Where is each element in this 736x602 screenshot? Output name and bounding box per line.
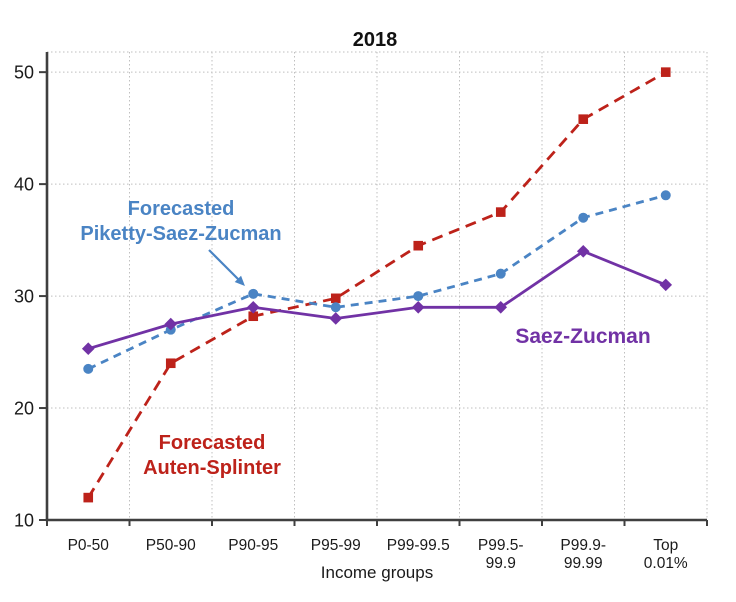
series-line-forecasted-auten-splinter	[87, 70, 667, 499]
y-tick-label: 30	[14, 287, 34, 307]
saez-zucman-label: Saez-Zucman	[515, 325, 650, 348]
marker-square-forecasted-auten-splinter	[413, 240, 424, 251]
marker-circle-forecasted-piketty-saez-zucman	[83, 363, 94, 374]
marker-diamond-saez-zucman	[329, 312, 343, 325]
x-tick-label: P99-99.5	[387, 537, 450, 554]
y-tick-label: 10	[14, 511, 34, 531]
marker-diamond-saez-zucman	[411, 300, 425, 314]
x-tick-label: P99.9-99.99	[560, 537, 606, 572]
marker-diamond-saez-zucman	[164, 317, 178, 331]
marker-circle-forecasted-piketty-saez-zucman	[660, 190, 671, 201]
x-axis-title: Income groups	[321, 563, 433, 582]
marker-circle-forecasted-piketty-saez-zucman	[495, 268, 506, 279]
marker-circle-forecasted-piketty-saez-zucman	[248, 288, 259, 299]
x-tick-label: Top 0.01%	[644, 537, 688, 572]
x-tick-label: P0-50	[68, 537, 110, 554]
grid-layer	[47, 51, 708, 520]
marker-diamond-saez-zucman	[576, 244, 590, 258]
y-tick-label: 50	[14, 63, 34, 83]
marker-circle-forecasted-piketty-saez-zucman	[413, 291, 424, 302]
x-tick-label: P50-90	[146, 537, 196, 554]
marker-square-forecasted-auten-splinter	[83, 492, 94, 503]
marker-diamond-saez-zucman	[81, 342, 95, 355]
marker-square-forecasted-auten-splinter	[330, 293, 341, 304]
marker-diamond-saez-zucman	[494, 300, 508, 314]
marker-circle-forecasted-piketty-saez-zucman	[578, 212, 589, 223]
y-tick-label: 20	[14, 399, 34, 419]
forecasted-piketty-saez-zucman-label: Forecasted Piketty-Saez-Zucman	[80, 198, 281, 245]
series-line-saez-zucman	[87, 249, 667, 351]
marker-square-forecasted-auten-splinter	[248, 311, 259, 322]
marker-square-forecasted-auten-splinter	[578, 114, 589, 124]
forecasted-auten-splinter-label: Forecasted Auten-Splinter	[143, 432, 281, 479]
x-tick-label: P90-95	[228, 537, 278, 554]
marker-diamond-saez-zucman	[659, 278, 673, 292]
marker-square-forecasted-auten-splinter	[660, 67, 671, 77]
axis-layer: 10 20 30 40 50 P0-50 P50-90 P90-95 P95-99 P99-99.…	[14, 52, 708, 572]
y-tick-label: 40	[14, 175, 34, 195]
x-tick-label: P95-99	[311, 537, 361, 554]
annotation-arrow-line	[208, 249, 241, 282]
series-layer	[81, 67, 673, 503]
marker-diamond-saez-zucman	[246, 300, 260, 314]
chart-title: 2018	[353, 29, 398, 51]
annotation-arrowhead-icon	[234, 275, 245, 286]
x-tick-label: P99.5-99.9	[478, 537, 524, 572]
annotation-layer: Forecasted Piketty-Saez-Zucman Forecasted A…	[80, 198, 650, 479]
marker-circle-forecasted-piketty-saez-zucman	[330, 302, 341, 313]
marker-square-forecasted-auten-splinter	[165, 358, 176, 369]
marker-square-forecasted-auten-splinter	[495, 207, 506, 217]
